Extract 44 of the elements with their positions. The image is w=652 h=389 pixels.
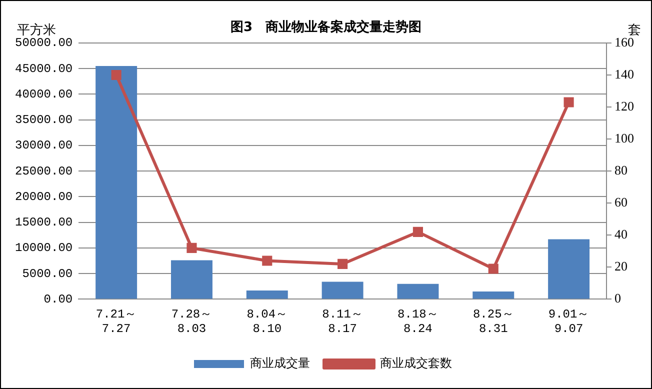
y-tick-label: 50000.00 bbox=[15, 36, 73, 50]
y-tick-label: 35000.00 bbox=[15, 113, 73, 128]
bar bbox=[96, 66, 138, 299]
x-tick-label: 8.18～ 8.24 bbox=[398, 308, 438, 336]
y2-tick-label: 0 bbox=[614, 290, 621, 306]
y-tick-label: 45000.00 bbox=[15, 62, 73, 76]
bar bbox=[548, 239, 590, 299]
legend-label: 商业成交套数 bbox=[380, 356, 452, 370]
y2-tick-label: 100 bbox=[614, 130, 634, 146]
y2-tick-label: 140 bbox=[614, 66, 634, 82]
y-tick-label: 0.00 bbox=[44, 292, 73, 306]
x-tick-label: 7.21～ 7.27 bbox=[96, 308, 137, 336]
point bbox=[186, 242, 197, 253]
y2-tick-label: 60 bbox=[614, 194, 628, 210]
bar bbox=[397, 284, 439, 299]
y-tick-label: 15000.00 bbox=[15, 216, 73, 230]
y2-tick-label: 40 bbox=[614, 226, 628, 242]
y2-tick-label: 120 bbox=[614, 98, 634, 114]
point bbox=[111, 70, 122, 80]
chart-title: 图3 商业物业备案成交量走势图 bbox=[230, 18, 422, 35]
legend-label: 商业成交量 bbox=[250, 356, 310, 370]
y2-tick-label: 20 bbox=[614, 258, 628, 274]
point bbox=[262, 256, 272, 266]
bar bbox=[322, 282, 364, 299]
x-tick-label: 7.28～ 8.03 bbox=[171, 308, 212, 336]
y-tick-label: 20000.00 bbox=[15, 190, 73, 204]
y-axis-title: 平方米 bbox=[17, 22, 56, 38]
y2-tick-label: 80 bbox=[614, 162, 628, 178]
y-tick-label: 25000.00 bbox=[15, 164, 73, 178]
point bbox=[412, 226, 424, 237]
y-tick-label: 10000.00 bbox=[15, 241, 73, 256]
bar bbox=[246, 290, 288, 299]
y-tick-label: 30000.00 bbox=[15, 138, 73, 153]
point bbox=[338, 258, 348, 270]
x-tick-label: 8.04～ 8.10 bbox=[246, 308, 288, 336]
y-tick-label: 40000.00 bbox=[15, 87, 73, 102]
x-tick-label: 8.11～ 8.17 bbox=[322, 308, 363, 336]
point bbox=[564, 97, 574, 108]
y-tick-label: 5000.00 bbox=[22, 266, 73, 281]
bar bbox=[170, 260, 212, 299]
bar bbox=[472, 292, 514, 299]
point bbox=[488, 264, 498, 274]
x-tick-label: 8.25～ 8.31 bbox=[472, 308, 514, 336]
x-tick-label: 9.01～ 9.07 bbox=[548, 308, 590, 336]
